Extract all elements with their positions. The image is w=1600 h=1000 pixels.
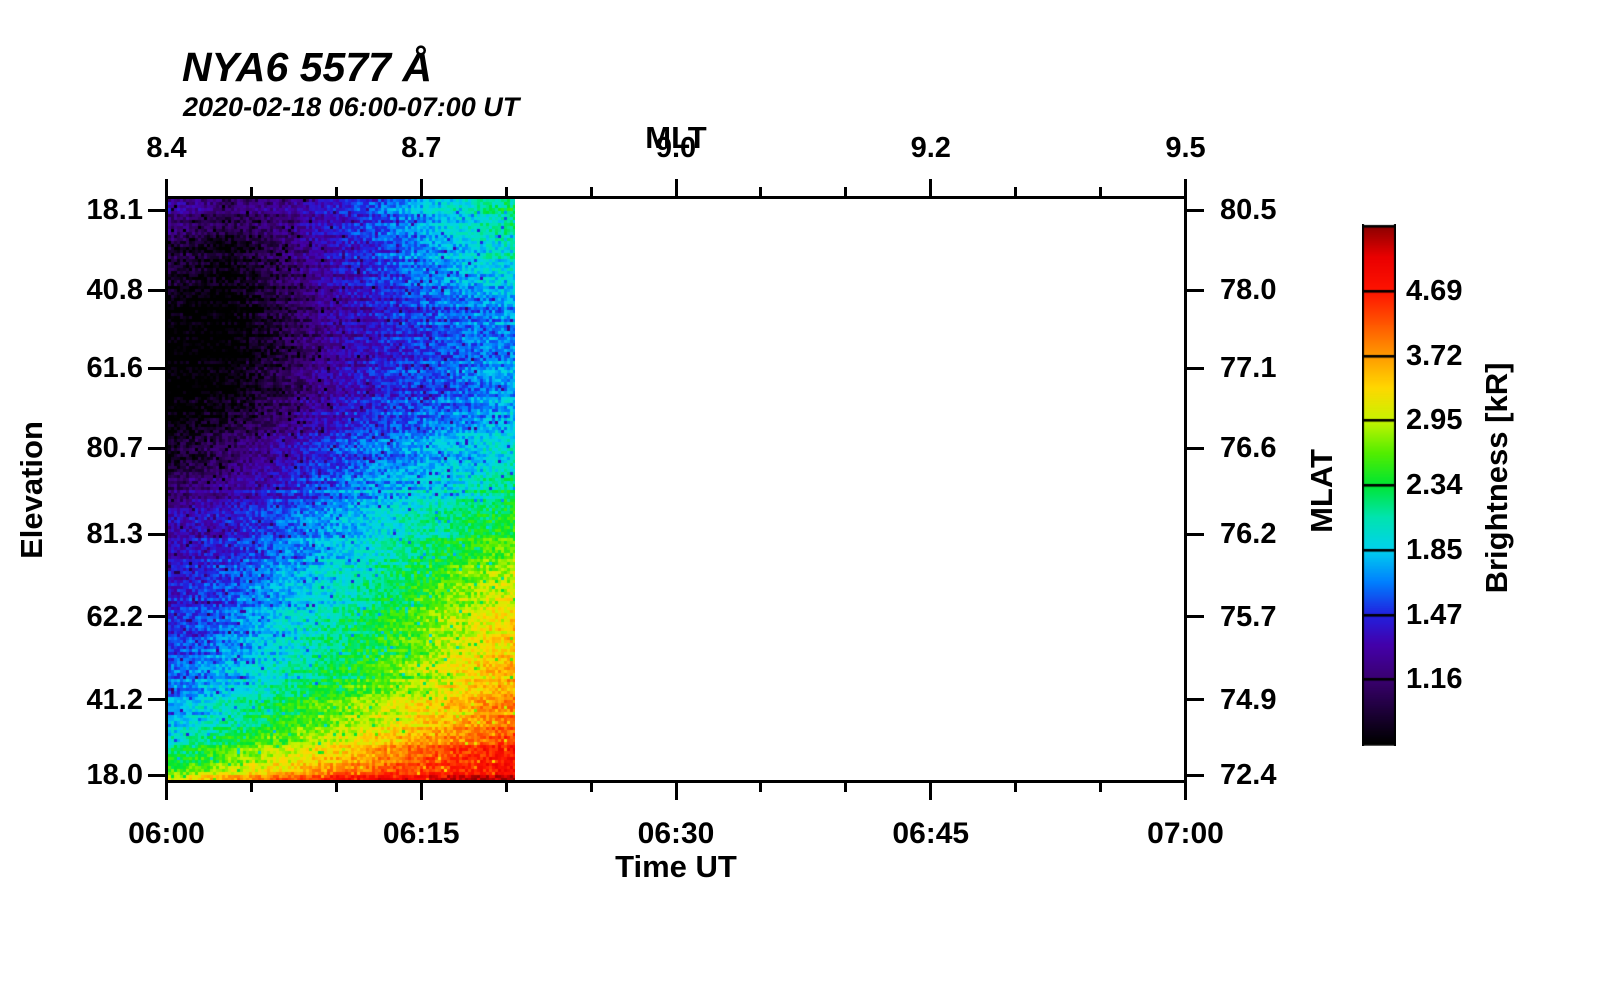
top-minor-tick <box>334 187 338 196</box>
left-major-tick <box>148 288 165 292</box>
bottom-tick-label: 06:15 <box>382 817 460 850</box>
bottom-major-tick <box>1184 783 1187 800</box>
right-tick-label: 74.9 <box>1220 683 1277 716</box>
right-tick-label: 75.7 <box>1220 600 1277 633</box>
top-minor-tick <box>504 187 508 196</box>
right-major-tick <box>1187 208 1204 212</box>
bottom-tick-label: 06:30 <box>637 817 715 850</box>
colorbar-tick-label: 1.16 <box>1406 663 1463 696</box>
right-major-tick <box>1187 698 1204 702</box>
colorbar-tick-label: 3.72 <box>1406 339 1463 372</box>
plot-box <box>165 196 1187 783</box>
colorbar-tick-label: 2.34 <box>1406 469 1463 501</box>
top-tick-label: 9.0 <box>655 132 697 164</box>
top-minor-tick <box>249 187 253 196</box>
colorbar-tick-label: 1.47 <box>1406 598 1463 631</box>
top-axis-label: MLT <box>645 120 707 155</box>
left-tick-label: 62.2 <box>86 600 143 633</box>
bottom-minor-tick <box>1099 783 1103 792</box>
colorbar-tick-label: 2.95 <box>1406 404 1463 437</box>
left-tick-label: 61.6 <box>86 352 143 385</box>
plot-subtitle: 2020-02-18 06:00-07:00 UT <box>183 92 520 122</box>
top-minor-tick <box>844 187 848 196</box>
top-major-tick <box>929 179 933 196</box>
right-major-tick <box>1187 446 1204 450</box>
right-tick-label: 76.6 <box>1220 432 1277 465</box>
left-major-tick <box>148 366 165 370</box>
left-major-tick <box>148 446 165 450</box>
right-tick-label: 78.0 <box>1220 274 1277 307</box>
bottom-minor-tick <box>589 783 593 792</box>
top-minor-tick <box>1014 187 1018 196</box>
left-major-tick <box>148 698 165 702</box>
bottom-axis-label: Time UT <box>615 849 737 884</box>
bottom-minor-tick <box>759 783 763 792</box>
right-tick-label: 80.5 <box>1220 194 1277 227</box>
top-minor-tick <box>589 187 593 196</box>
colorbar <box>1362 224 1396 746</box>
left-major-tick <box>148 532 165 536</box>
right-tick-label: 76.2 <box>1220 518 1277 550</box>
bottom-major-tick <box>929 783 933 800</box>
right-major-tick <box>1187 288 1204 292</box>
left-tick-label: 80.7 <box>86 432 143 465</box>
left-major-tick <box>148 208 165 212</box>
left-tick-label: 40.8 <box>86 274 143 307</box>
bottom-tick-label: 07:00 <box>1147 817 1224 850</box>
right-tick-label: 77.1 <box>1220 352 1277 385</box>
keogram-heatmap <box>168 199 515 780</box>
top-major-tick <box>1184 179 1187 196</box>
top-minor-tick <box>1099 187 1103 196</box>
bottom-minor-tick <box>504 783 508 792</box>
top-tick-label: 8.4 <box>146 132 187 164</box>
bottom-minor-tick <box>1014 783 1018 792</box>
bottom-minor-tick <box>334 783 338 792</box>
right-tick-label: 72.4 <box>1220 759 1277 791</box>
left-tick-label: 81.3 <box>86 518 143 550</box>
right-major-tick <box>1187 773 1204 777</box>
right-major-tick <box>1187 615 1204 619</box>
bottom-minor-tick <box>249 783 253 792</box>
bottom-major-tick <box>419 783 423 800</box>
bottom-tick-label: 06:45 <box>892 817 970 850</box>
left-tick-label: 18.0 <box>86 759 143 791</box>
right-major-tick <box>1187 366 1204 370</box>
colorbar-tick-label: 1.85 <box>1406 533 1463 566</box>
left-tick-label: 41.2 <box>86 683 143 716</box>
left-tick-label: 18.1 <box>86 194 143 227</box>
top-major-tick <box>674 179 678 196</box>
top-minor-tick <box>759 187 763 196</box>
left-major-tick <box>148 615 165 619</box>
top-major-tick <box>165 179 168 196</box>
top-tick-label: 9.2 <box>910 132 951 164</box>
bottom-tick-label: 06:00 <box>128 817 205 850</box>
right-major-tick <box>1187 532 1204 536</box>
top-tick-label: 9.5 <box>1165 132 1206 164</box>
left-major-tick <box>148 773 165 777</box>
plot-title: NYA6 5577 Å <box>182 44 432 90</box>
bottom-major-tick <box>674 783 678 800</box>
bottom-major-tick <box>165 783 168 800</box>
top-major-tick <box>419 179 423 196</box>
top-tick-label: 8.7 <box>401 132 442 164</box>
colorbar-tick-label: 4.69 <box>1406 274 1463 307</box>
bottom-minor-tick <box>844 783 848 792</box>
